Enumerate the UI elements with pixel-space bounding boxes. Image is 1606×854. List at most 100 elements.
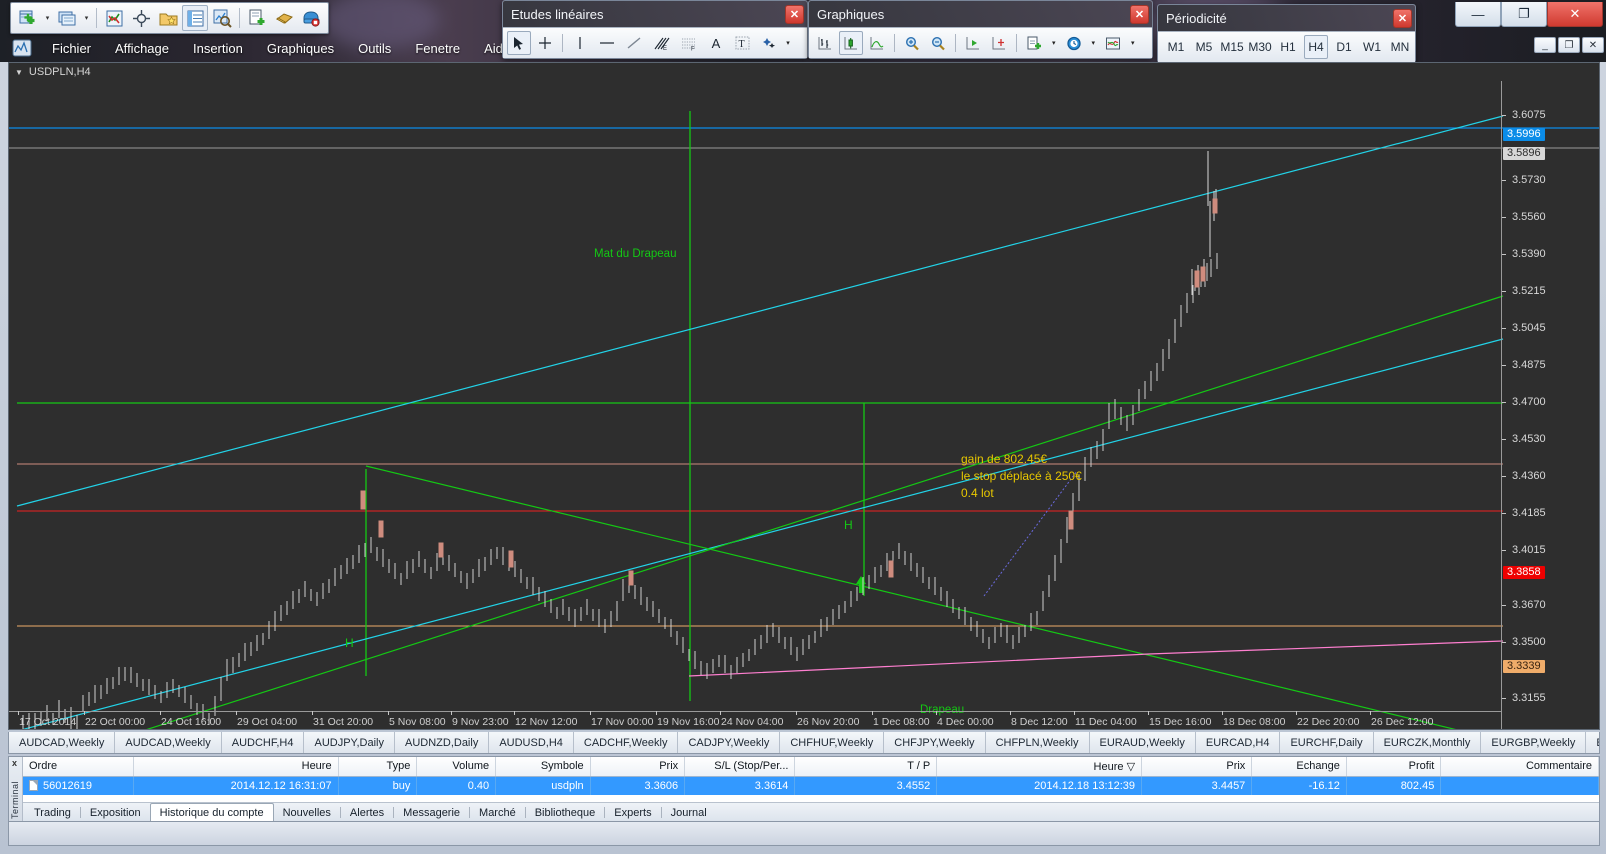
column-header-heure[interactable]: Heure	[133, 757, 339, 777]
chevron-down-icon[interactable]: ▼	[15, 67, 23, 77]
favorites-icon[interactable]	[155, 5, 181, 31]
menu-graphiques[interactable]: Graphiques	[266, 40, 335, 56]
menu-outils[interactable]: Outils	[358, 40, 392, 56]
menu-insertion[interactable]: Insertion	[192, 40, 243, 56]
restore-button[interactable]: ❐	[1501, 2, 1547, 27]
templates-icon[interactable]	[1022, 31, 1046, 55]
scroll-auto-icon[interactable]	[961, 31, 985, 55]
chart-tab[interactable]: CHFHUF,Weekly	[780, 732, 885, 753]
column-header-stop-loss[interactable]: S/L (Stop/Per...	[684, 757, 796, 777]
child-minimize-button[interactable]: _	[1534, 37, 1556, 53]
shapes-tool[interactable]	[756, 31, 780, 55]
terminal-tab-historique-du-compte[interactable]: Historique du compte	[149, 803, 274, 821]
chevron-down-icon[interactable]: ▾	[1131, 40, 1135, 47]
period-d1[interactable]: D1	[1336, 40, 1352, 54]
text-label-tool[interactable]: T	[730, 31, 754, 55]
chart-tab[interactable]: EURCAD,H4	[1196, 732, 1281, 753]
period-m1[interactable]: M1	[1167, 40, 1185, 54]
column-header-take-profit[interactable]: T / P	[794, 757, 938, 777]
column-header-profit[interactable]: Profit	[1346, 757, 1442, 777]
column-header-volume[interactable]: Volume	[416, 757, 497, 777]
table-row[interactable]: 56012619 2014.12.12 16:31:07 buy 0.40 us…	[23, 776, 1599, 795]
chart-tab[interactable]: AUDCAD,Weekly	[115, 732, 222, 753]
menu-fichier[interactable]: Fichier	[52, 40, 92, 56]
palette-titlebar[interactable]: Graphiques ✕	[809, 1, 1152, 27]
chart-tab[interactable]: EURCZK,Monthly	[1374, 732, 1482, 753]
close-icon[interactable]: x	[12, 758, 18, 768]
zoom-in-icon[interactable]	[900, 31, 924, 55]
palette-titlebar[interactable]: Périodicité ✕	[1158, 5, 1415, 31]
period-m30[interactable]: M30	[1248, 40, 1272, 54]
new-template-icon[interactable]	[244, 5, 270, 31]
column-header-prix[interactable]: Prix	[590, 757, 686, 777]
chart-tab[interactable]: CHFJPY,Weekly	[884, 732, 986, 753]
chart-tab[interactable]: AUDUSD,H4	[489, 732, 574, 753]
terminal-tab-journal[interactable]: Journal	[670, 806, 707, 819]
chevron-down-icon[interactable]: ▾	[84, 15, 89, 22]
fibonacci-tool[interactable]: F	[676, 31, 702, 55]
terminal-tab-trading[interactable]: Trading	[34, 806, 71, 819]
chart-tab[interactable]: EL	[1586, 732, 1599, 753]
period-clock-icon[interactable]	[1062, 31, 1086, 55]
period-w1[interactable]: W1	[1363, 40, 1381, 54]
data-window-icon[interactable]	[182, 5, 208, 31]
column-header-echange[interactable]: Echange	[1251, 757, 1347, 777]
price-axis[interactable]: 3.6075 3.5996 3.5896 3.5730 3.5560 3.539…	[1501, 81, 1599, 729]
terminal-tab-experts[interactable]: Experts	[614, 806, 652, 819]
chevron-down-icon[interactable]: ▾	[786, 40, 790, 47]
expert-advisor-icon[interactable]	[271, 5, 297, 31]
chart-tab-strip[interactable]: AUDCAD,Weekly AUDCAD,Weekly AUDCHF,H4 AU…	[8, 732, 1600, 754]
new-order-icon[interactable]	[15, 5, 41, 31]
terminal-tab-alertes[interactable]: Alertes	[349, 806, 385, 819]
zoom-out-icon[interactable]	[926, 31, 950, 55]
period-mn[interactable]: MN	[1390, 40, 1410, 54]
close-button[interactable]: ✕	[1547, 2, 1603, 27]
account-history-table[interactable]: Ordre Heure Type Volume Symbole Prix S/L…	[23, 757, 1599, 795]
chart-tab[interactable]: CADJPY,Weekly	[678, 732, 781, 753]
chart-tab[interactable]: AUDCAD,Weekly	[9, 732, 116, 753]
crosshair-tool[interactable]	[533, 31, 557, 55]
column-header-symbole[interactable]: Symbole	[495, 757, 591, 777]
child-close-button[interactable]: ✕	[1582, 37, 1604, 53]
terminal-tab-marche[interactable]: Marché	[479, 806, 516, 819]
column-header-commentaire[interactable]: Commentaire	[1440, 757, 1599, 777]
close-icon[interactable]: ✕	[785, 4, 804, 24]
bar-chart-icon[interactable]	[813, 31, 837, 55]
vertical-line-tool[interactable]	[568, 31, 592, 55]
column-header-prix-cloture[interactable]: Prix	[1141, 757, 1253, 777]
chart-tab[interactable]: AUDCHF,H4	[222, 732, 305, 753]
trendline-tool[interactable]	[622, 31, 646, 55]
close-icon[interactable]: ✕	[1130, 4, 1149, 24]
chart-tab[interactable]: AUDNZD,Daily	[395, 732, 490, 753]
chevron-down-icon[interactable]: ▾	[45, 15, 50, 22]
navigator-icon[interactable]	[209, 5, 235, 31]
chart-plot-area[interactable]: Mat du Drapeau Drapeau H H gain de 802.4…	[9, 81, 1599, 729]
crosshair-icon[interactable]	[128, 5, 154, 31]
new-chart-icon[interactable]	[54, 5, 80, 31]
time-axis[interactable]: 17 Oct 2014 22 Oct 00:00 24 Oct 16:00 29…	[9, 711, 1501, 729]
chart-tab[interactable]: CHFPLN,Weekly	[986, 732, 1090, 753]
chart-tab[interactable]: EURGBP,Weekly	[1481, 732, 1587, 753]
terminal-tab-exposition[interactable]: Exposition	[89, 806, 141, 819]
menu-affichage[interactable]: Affichage	[115, 40, 169, 56]
terminal-tab-bar[interactable]: Trading Exposition Historique du compte …	[23, 802, 1599, 821]
chevron-down-icon[interactable]: ▾	[1052, 40, 1056, 47]
chart-tab[interactable]: AUDJPY,Daily	[304, 732, 395, 753]
terminal-tab-messagerie[interactable]: Messagerie	[403, 806, 461, 819]
chart-tab[interactable]: EURCHF,Daily	[1280, 732, 1374, 753]
indicators-icon[interactable]	[1101, 31, 1125, 55]
palette-titlebar[interactable]: Etudes linéaires ✕	[503, 1, 807, 27]
candlestick-chart-icon[interactable]	[839, 31, 863, 55]
close-icon[interactable]: ✕	[1393, 8, 1412, 28]
horizontal-line-tool[interactable]	[594, 31, 620, 55]
chart-window[interactable]: ▼ USDPLN,H4	[8, 62, 1600, 730]
cursor-tool[interactable]	[507, 31, 531, 55]
period-m5[interactable]: M5	[1195, 40, 1213, 54]
terminal-tab-nouvelles[interactable]: Nouvelles	[282, 806, 331, 819]
chevron-down-icon[interactable]: ▾	[1091, 40, 1096, 47]
period-h1[interactable]: H1	[1280, 40, 1296, 54]
menu-fenetre[interactable]: Fenetre	[415, 40, 461, 56]
column-header-ordre[interactable]: Ordre	[23, 757, 134, 777]
equidistant-channel-tool[interactable]: E	[648, 31, 674, 55]
text-tool[interactable]: A	[711, 35, 721, 51]
